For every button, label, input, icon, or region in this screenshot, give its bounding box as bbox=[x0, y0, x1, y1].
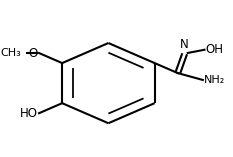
Text: NH₂: NH₂ bbox=[204, 75, 225, 85]
Text: HO: HO bbox=[20, 107, 38, 120]
Text: OH: OH bbox=[206, 43, 223, 56]
Text: O: O bbox=[29, 47, 38, 60]
Text: N: N bbox=[180, 38, 189, 51]
Text: CH₃: CH₃ bbox=[1, 48, 22, 58]
